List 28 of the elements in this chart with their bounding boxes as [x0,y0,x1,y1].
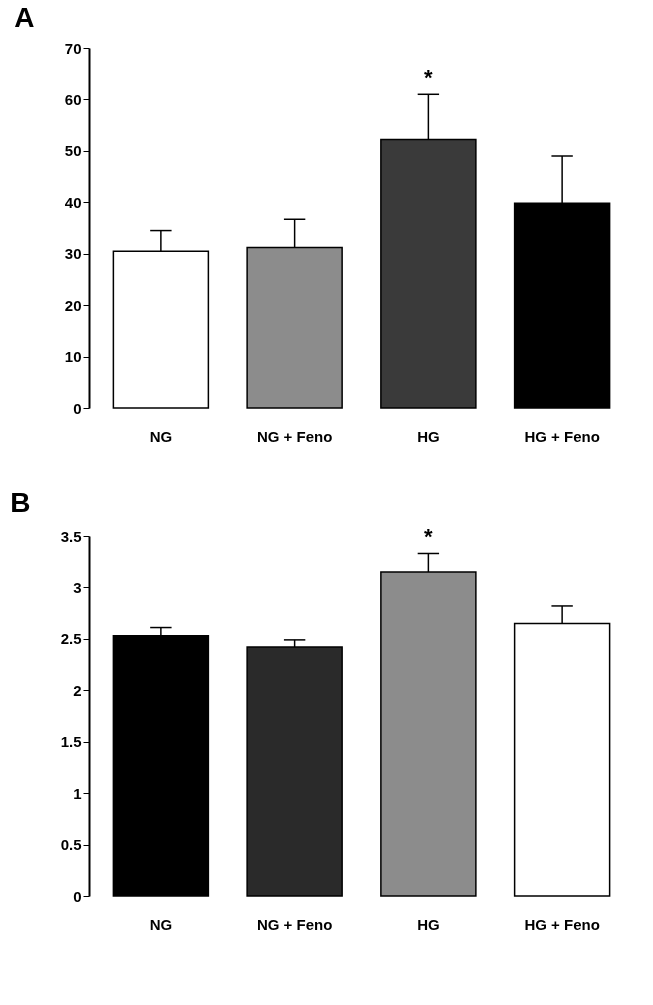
annotation: * [424,524,434,550]
y-tick-label: 3 [73,578,82,596]
y-tick-label: 3.5 [60,527,82,545]
chart-title: A [14,2,35,33]
y-tick-label: 2.5 [60,630,82,648]
y-tick-label: 60 [64,90,82,108]
x-tick-label: NG [149,916,173,933]
x-tick-label: NG + Feno [256,428,333,445]
x-tick-label: NG [149,428,173,445]
y-tick-label: 30 [64,245,82,263]
y-tick-label: 2 [73,681,82,699]
chart-title: B [10,487,31,519]
y-tick-label: 70 [64,39,82,57]
y-tick-label: 0 [73,887,82,905]
x-tick-label: HG + Feno [524,428,600,445]
y-tick-label: 40 [64,193,82,211]
annotation: * [424,65,434,91]
y-tick-label: 20 [64,296,82,314]
y-tick-label: 50 [64,142,82,160]
y-tick-label: 10 [64,348,82,366]
x-tick-label: HG + Feno [524,916,600,933]
x-tick-label: HG [417,428,440,445]
y-tick-label: 1.5 [60,733,82,751]
y-tick-label: 0.5 [60,836,82,854]
y-tick-label: 0 [73,399,82,417]
x-tick-label: HG [417,916,440,933]
x-tick-label: NG + Feno [256,916,333,933]
y-tick-label: 1 [73,784,82,802]
